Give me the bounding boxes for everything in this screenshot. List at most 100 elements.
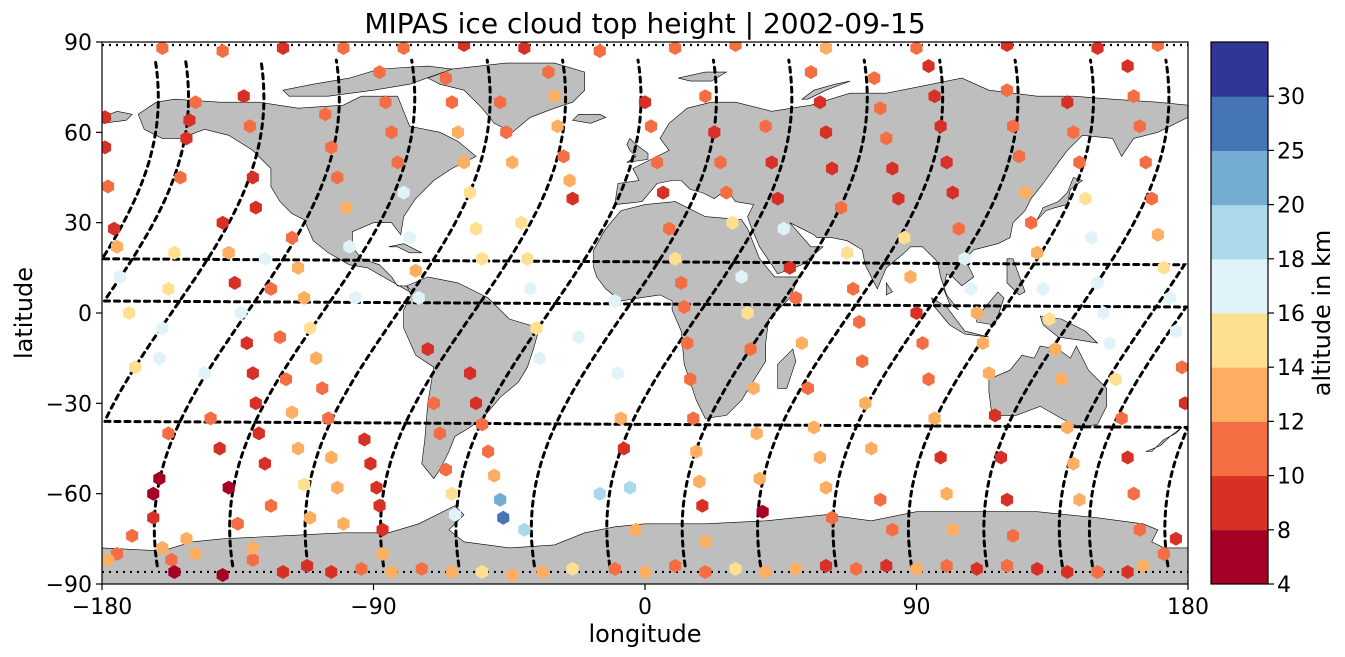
ice-cloud-point	[940, 155, 953, 170]
ice-cloud-point	[1085, 230, 1098, 245]
x-axis-label: longitude	[588, 620, 701, 648]
ice-cloud-point	[922, 59, 935, 74]
orbit-track	[102, 58, 1188, 568]
land-cuba	[388, 243, 422, 254]
ice-cloud-point	[1178, 396, 1188, 411]
ice-cloud-point	[970, 306, 983, 320]
ice-cloud-point	[1061, 565, 1074, 579]
ice-cloud-point	[457, 155, 471, 170]
ice-cloud-point	[1169, 324, 1182, 339]
ice-cloud-point	[826, 161, 839, 176]
ice-cloud-point	[744, 342, 757, 357]
y-tick-label: 0	[78, 302, 92, 327]
ice-cloud-point	[720, 185, 733, 200]
orbit-track	[102, 58, 1188, 568]
colorbar-tick-label: 14	[1277, 356, 1305, 381]
orbit-track	[831, 58, 1020, 568]
ice-cloud-point	[216, 215, 229, 230]
ice-cloud-point	[439, 462, 452, 477]
ice-cloud-point	[331, 480, 344, 495]
ice-cloud-point	[530, 321, 543, 336]
ice-cloud-point	[699, 565, 712, 579]
ice-cloud-point	[1157, 260, 1170, 275]
ice-cloud-point	[497, 510, 510, 525]
ice-cloud-point	[1019, 185, 1032, 200]
ice-cloud-point	[1127, 89, 1140, 104]
orbit-track	[378, 58, 568, 568]
ice-cloud-point	[982, 366, 995, 381]
ice-cloud-point	[476, 417, 489, 432]
land-iceland	[571, 114, 607, 124]
ice-cloud-point	[608, 561, 621, 576]
ice-cloud-point	[629, 522, 642, 537]
ice-cloud-point	[617, 441, 630, 456]
ice-cloud-point	[518, 42, 531, 55]
ice-cloud-point	[669, 251, 682, 266]
ice-cloud-point	[213, 441, 226, 456]
ice-cloud-point	[693, 474, 706, 489]
ice-cloud-point	[198, 366, 211, 381]
y-tick-label: 30	[64, 212, 92, 237]
ice-cloud-point	[156, 42, 169, 55]
ice-cloud-point	[801, 381, 814, 396]
ice-cloud-point	[506, 155, 519, 170]
ice-cloud-point	[681, 336, 694, 351]
ice-cloud-point	[391, 155, 404, 170]
ice-cloud-point	[174, 170, 187, 185]
ice-cloud-point	[292, 260, 305, 275]
ice-cloud-point	[1000, 558, 1014, 573]
ice-cloud-point	[771, 191, 784, 206]
ice-cloud-points	[102, 42, 1188, 582]
ice-cloud-point	[340, 200, 353, 215]
ice-cloud-point	[847, 281, 860, 296]
ice-cloud-point	[102, 179, 115, 194]
ice-cloud-point	[572, 330, 585, 345]
ice-cloud-point	[1121, 565, 1134, 579]
ice-cloud-point	[102, 110, 112, 125]
ice-cloud-point	[1031, 245, 1044, 260]
ice-cloud-point	[1121, 59, 1134, 74]
ice-cloud-point	[696, 498, 709, 513]
ice-cloud-point	[533, 351, 546, 366]
ice-cloud-point	[1157, 546, 1170, 561]
ice-cloud-point	[777, 221, 790, 236]
ice-cloud-point	[476, 251, 489, 266]
ice-cloud-point	[189, 546, 202, 561]
land-north-america	[137, 95, 477, 293]
ice-cloud-point	[813, 95, 826, 110]
ice-cloud-point	[753, 471, 766, 486]
ice-cloud-point	[759, 119, 772, 134]
ice-cloud-point	[147, 510, 160, 525]
ice-cloud-point	[548, 89, 561, 104]
ice-cloud-point	[129, 360, 142, 375]
ice-cloud-point	[1061, 420, 1074, 435]
ice-cloud-point	[819, 480, 833, 495]
colorbar-label: altitude in km	[1308, 230, 1336, 397]
ice-cloud-point	[464, 185, 477, 200]
ice-cloud-point	[464, 366, 477, 381]
ice-cloud-point	[337, 516, 350, 531]
colorbar-tick-label: 20	[1277, 194, 1305, 219]
ice-cloud-point	[180, 131, 193, 146]
colorbar-tick-label: 16	[1277, 302, 1305, 327]
ice-cloud-point	[1091, 275, 1104, 290]
ice-cloud-point	[690, 444, 703, 459]
colorbar-tick-label: 30	[1277, 85, 1305, 110]
ice-cloud-point	[153, 471, 166, 486]
colorbar-segment	[1211, 529, 1268, 585]
colorbar-segment	[1211, 475, 1268, 531]
land-greenland	[427, 62, 586, 133]
ice-cloud-point	[611, 366, 624, 381]
ice-cloud-point	[765, 155, 778, 170]
ice-cloud-point	[331, 170, 344, 185]
ice-cloud-point	[859, 396, 872, 411]
ice-cloud-point	[557, 149, 570, 164]
ice-cloud-point	[684, 372, 697, 387]
ice-cloud-point	[343, 239, 356, 254]
y-tick-label: −30	[46, 392, 92, 417]
ice-cloud-point	[886, 522, 899, 537]
ice-cloud-point	[183, 113, 196, 128]
ice-cloud-point	[759, 565, 772, 579]
ice-cloud-point	[108, 221, 121, 236]
